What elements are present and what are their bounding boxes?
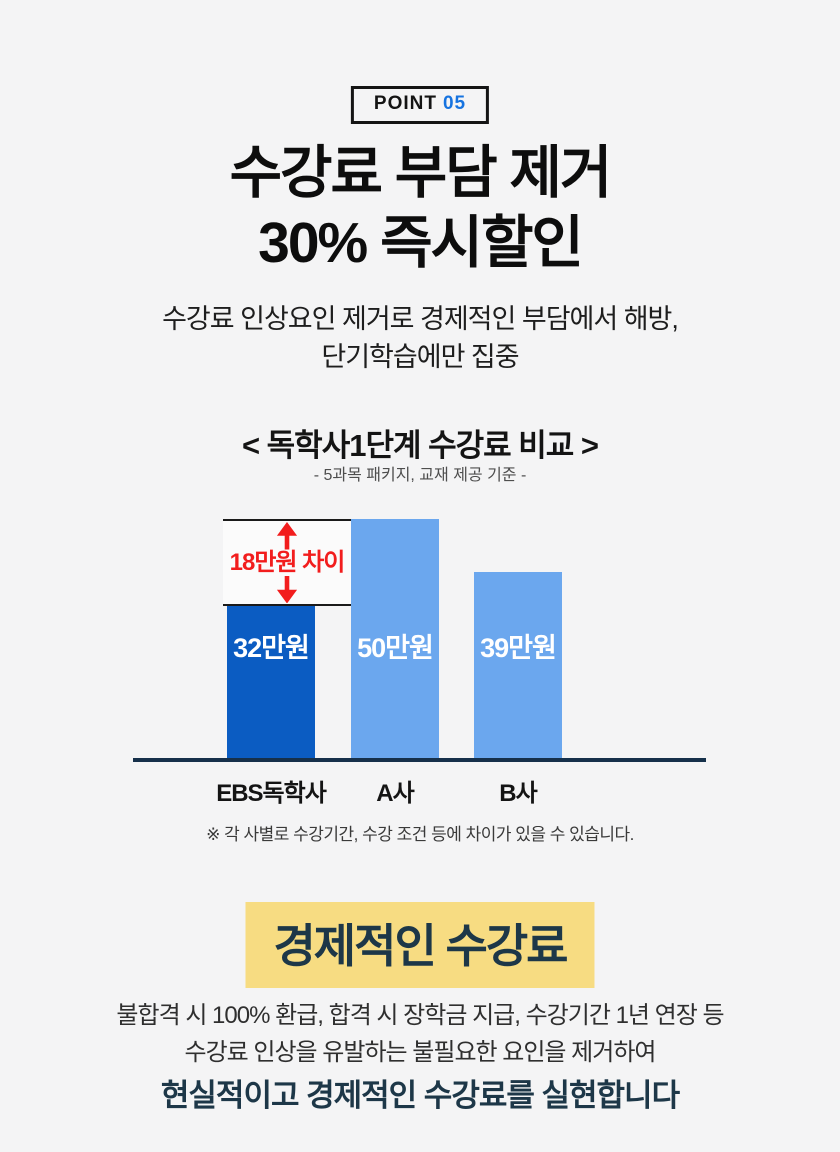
bar-value-company-a: 50만원 xyxy=(357,633,434,663)
closing-paragraph: 불합격 시 100% 환급, 합격 시 장학금 지급, 수강기간 1년 연장 등… xyxy=(0,997,840,1115)
point-badge-label: POINT xyxy=(373,93,437,114)
bar-company-a xyxy=(351,519,439,762)
closing-line1: 불합격 시 100% 환급, 합격 시 장학금 지급, 수강기간 1년 연장 등 xyxy=(116,1002,724,1029)
price-comparison-bar-chart: 18만원 차이 32만원 50만원 39만원 EBS독학사 A사 B사 xyxy=(0,505,840,815)
highlight-title: 경제적인 수강료 xyxy=(273,920,568,972)
point-badge: POINT 05 xyxy=(350,86,490,124)
arrow-down-icon xyxy=(276,575,298,603)
bar-category-company-a: A사 xyxy=(376,780,414,807)
page-subtitle: 수강료 인상요인 제거로 경제적인 부담에서 해방, 단기학습에만 집중 xyxy=(0,300,840,376)
chart-footnote: ※ 각 사별로 수강기간, 수강 조건 등에 차이가 있을 수 있습니다. xyxy=(206,825,634,844)
bar-value-company-b: 39만원 xyxy=(480,633,557,663)
page-subtitle-line2: 단기학습에만 집중 xyxy=(321,342,519,372)
closing-line2: 수강료 인상을 유발하는 불필요한 요인을 제거하여 xyxy=(184,1039,656,1066)
chart-subtitle: - 5과목 패키지, 교재 제공 기준 - xyxy=(313,467,527,484)
bar-category-ebs: EBS독학사 xyxy=(216,780,327,807)
highlight-banner: 경제적인 수강료 xyxy=(245,902,595,988)
bar-company-b xyxy=(474,572,562,762)
chart-baseline xyxy=(133,758,706,762)
bar-category-company-b: B사 xyxy=(499,780,537,807)
page-subtitle-line1: 수강료 인상요인 제거로 경제적인 부담에서 해방, xyxy=(162,304,679,334)
arrow-up-icon xyxy=(276,522,298,550)
difference-annotation: 18만원 차이 xyxy=(223,519,351,606)
page-title-line1: 수강료 부담 제거 xyxy=(229,141,613,205)
bar-ebs xyxy=(227,606,315,762)
chart-title: < 독학사1단계 수강료 비교 > xyxy=(241,428,599,463)
bar-value-ebs: 32만원 xyxy=(233,633,310,663)
page-title: 수강료 부담 제거 30% 즉시할인 xyxy=(0,138,840,278)
point-badge-number: 05 xyxy=(442,93,467,114)
page-title-line2: 30% 즉시할인 xyxy=(258,211,584,275)
difference-label: 18만원 차이 xyxy=(229,548,346,576)
closing-emphasis: 현실적이고 경제적인 수강료를 실현합니다 xyxy=(160,1078,680,1113)
